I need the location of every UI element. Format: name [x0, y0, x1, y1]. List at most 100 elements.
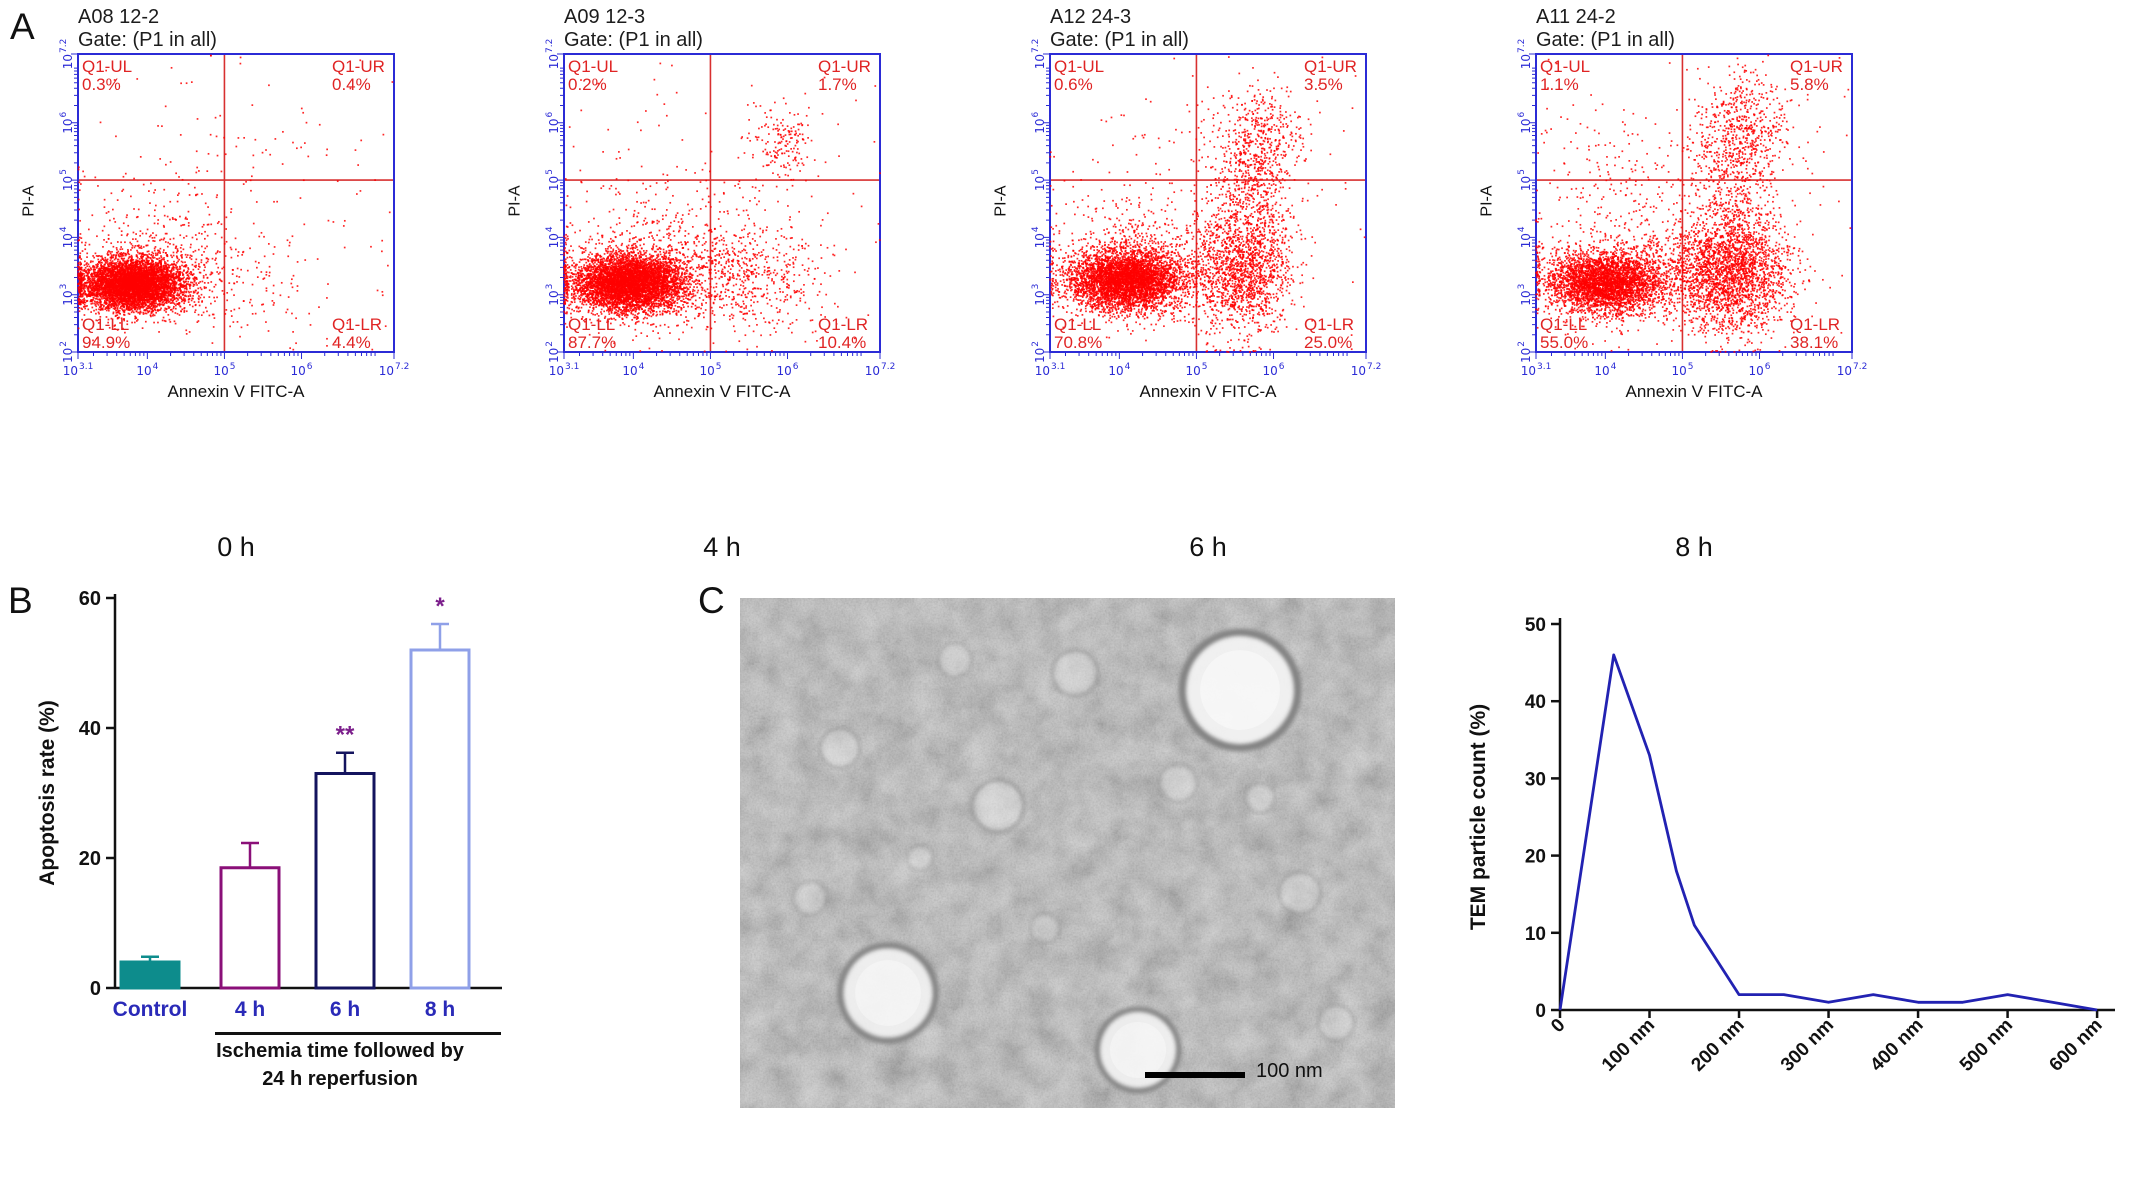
quadrant-label-lr: Q1-LR 4.4% [332, 316, 382, 352]
flow-plot-8h: A11 24-2 Gate: (P1 in all) Q1-UL1.1% Q1-… [1472, 6, 1957, 578]
quadrant-label-ur: Q1-UR 1.7% [818, 58, 871, 94]
quadrant-label-ul: Q1-UL 0.3% [82, 58, 132, 94]
ischemia-bracket-line [215, 1032, 501, 1035]
vesicle-body [822, 730, 858, 766]
quadrant-percent: 0.3% [82, 75, 121, 94]
time-label: 8 h [1675, 532, 1713, 562]
y-axis-label: PI-A [992, 185, 1010, 217]
quadrant-name: Q1-LL [1054, 315, 1102, 334]
vesicle-body [939, 644, 971, 676]
vesicle-core [1286, 879, 1314, 907]
vesicle-core [1200, 650, 1280, 730]
quadrant-name: Q1-UL [568, 57, 619, 76]
quadrant-percent: 0.2% [568, 75, 607, 94]
quadrant-label-lr: Q1-LR 38.1% [1790, 316, 1840, 352]
y-tick-label: 0 [1535, 1001, 1546, 1022]
vesicle-body [908, 846, 932, 870]
vesicle [906, 844, 934, 872]
tem-image [740, 598, 1395, 1108]
bar-6 h [314, 772, 376, 990]
quadrant-label-lr: Q1-LR 25.0% [1304, 316, 1354, 352]
quadrant-percent: 1.1% [1540, 75, 1579, 94]
x-axis-label-line2: 24 h reperfusion [262, 1068, 418, 1090]
vesicle-body [1031, 914, 1059, 942]
quadrant-label-ur: Q1-UR 3.5% [1304, 58, 1357, 94]
quadrant-name: Q1-LR [818, 315, 869, 334]
quadrant-name: Q1-UL [1054, 57, 1105, 76]
vesicle-rim [1244, 782, 1276, 814]
vesicle-rim [937, 642, 973, 678]
tem-micrograph: 100 nm [740, 598, 1395, 1108]
vesicle-body [1054, 652, 1096, 694]
quadrant-label-ul: Q1-UL 0.2% [568, 58, 618, 94]
vesicle [792, 880, 828, 916]
vesicle-core [798, 886, 822, 910]
bar-Control [119, 960, 181, 990]
vesicle [1178, 628, 1302, 752]
vesicle-rim [1094, 1006, 1182, 1094]
vesicle-core [855, 960, 921, 1026]
vesicle-core [826, 734, 854, 762]
significance-marker: ** [336, 722, 355, 749]
x-tick-label: 600 nm [2045, 1015, 2106, 1076]
y-tick-label: 40 [79, 718, 101, 740]
category-label: 8 h [425, 998, 455, 1021]
quadrant-percent: 0.4% [332, 75, 371, 94]
quadrant-name: Q1-UL [1540, 57, 1591, 76]
vesicle-core [1250, 788, 1270, 808]
quadrant-percent: 94.9% [82, 333, 131, 352]
quadrant-name: Q1-UR [1304, 57, 1357, 76]
vesicle [837, 942, 939, 1044]
quadrant-label-ul: Q1-UL 1.1% [1540, 58, 1590, 94]
flow-plot-6h: A12 24-3 Gate: (P1 in all) Q1-UL0.6% Q1-… [986, 6, 1471, 578]
y-tick-label: 20 [1525, 847, 1546, 868]
y-tick-label: 30 [1525, 769, 1546, 790]
y-axis-label: Apoptosis rate (%) [36, 700, 59, 886]
x-tick-label: 300 nm [1777, 1015, 1838, 1076]
vesicle-core [911, 849, 929, 867]
quadrant-percent: 5.8% [1790, 75, 1829, 94]
bar-4 h [219, 866, 281, 990]
apoptosis-bar-chart: 0 20 40 60 Apoptosis rate (%) Control 4 h ** 6 h… [30, 588, 550, 1173]
quadrant-label-ur: Q1-UR 5.8% [1790, 58, 1843, 94]
quadrant-name: Q1-LR [1304, 315, 1355, 334]
y-axis-label: PI-A [506, 185, 524, 217]
vesicle [818, 726, 862, 770]
vesicle-core [1110, 1022, 1166, 1078]
vesicle-core [1059, 657, 1091, 689]
y-tick-label: 10 [1525, 924, 1546, 945]
quadrant-label-ll: Q1-LL 70.8% [1054, 316, 1102, 352]
y-tick-label: 60 [79, 588, 101, 610]
quadrant-name: Q1-LR [1790, 315, 1841, 334]
quadrant-percent: 25.0% [1304, 333, 1353, 352]
line-chart-svg: 0 10 20 30 40 50 0 100 nm 200 nm 300 nm 400 nm 500 … [1467, 615, 2115, 1076]
x-tick-label: 100 nm [1598, 1015, 1659, 1076]
quadrant-percent: 70.8% [1054, 333, 1103, 352]
vesicle-rim [906, 844, 934, 872]
quadrant-name: Q1-LR [332, 315, 383, 334]
quadrant-percent: 3.5% [1304, 75, 1343, 94]
quadrant-label-ll: Q1-LL 87.7% [568, 316, 616, 352]
quadrant-percent: 38.1% [1790, 333, 1839, 352]
bar-8 h [409, 648, 471, 990]
vesicle [1157, 762, 1199, 804]
quadrant-label-lr: Q1-LR 10.4% [818, 316, 868, 352]
x-tick-label: 0 [1547, 1015, 1569, 1037]
quadrant-percent: 10.4% [818, 333, 867, 352]
quadrant-percent: 4.4% [332, 333, 371, 352]
vesicle [970, 778, 1026, 834]
vesicle-body [1281, 874, 1319, 912]
vesicle-body [1161, 766, 1195, 800]
quadrant-label-ll: Q1-LL 94.9% [82, 316, 130, 352]
scale-bar [1145, 1072, 1245, 1078]
quadrant-percent: 55.0% [1540, 333, 1589, 352]
x-tick-label: 400 nm [1866, 1015, 1927, 1076]
vesicle-core [943, 648, 967, 672]
significance-marker: * [435, 593, 445, 620]
vesicle-rim [1316, 1003, 1356, 1043]
vesicle-rim [970, 778, 1026, 834]
vesicle-rim [1029, 912, 1061, 944]
vesicle-body [794, 882, 826, 914]
vesicle-rim [818, 726, 862, 770]
vesicle-rim [1178, 628, 1302, 752]
